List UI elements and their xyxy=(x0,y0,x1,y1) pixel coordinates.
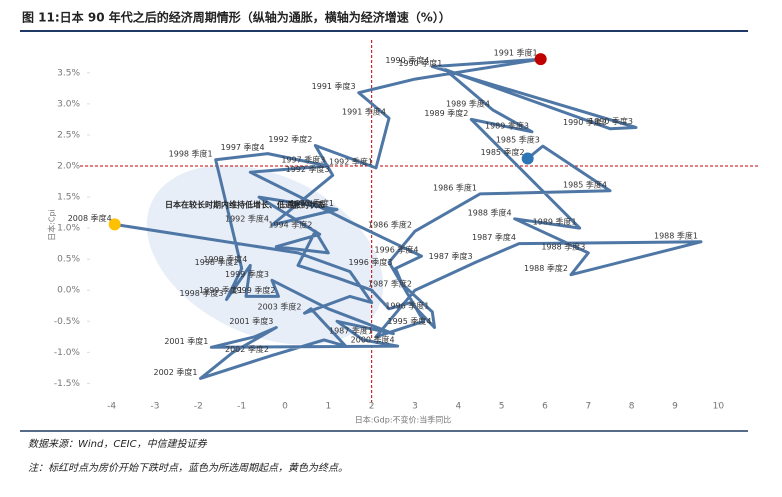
x-tick-label: -3 xyxy=(151,402,160,412)
y-tick-label: -0.5% xyxy=(54,317,81,327)
point-label: 1987 季度2 xyxy=(368,279,412,289)
point-label: 1988 季度3 xyxy=(541,241,585,251)
note: 注：标红时点为房价开始下跌时点，蓝色为所选周期起点，黄色为终点。 xyxy=(28,462,348,474)
point-label: 1993 季度1 xyxy=(290,198,334,208)
y-tick-label: 2.5% xyxy=(57,130,80,140)
x-tick-label: 6 xyxy=(542,402,548,412)
y-tick-label: 2.0% xyxy=(57,162,80,172)
point-label: 1990 季度4 xyxy=(385,55,429,65)
point-label: 1989 季度4 xyxy=(446,99,490,109)
point-label: 2003 季度2 xyxy=(258,302,302,312)
point-label: 1998 季度4 xyxy=(203,254,247,264)
point-label: 2008 季度4 xyxy=(68,213,112,223)
point-label: 1988 季度4 xyxy=(468,207,512,217)
point-label: 2002 季度2 xyxy=(225,344,269,354)
point-label: 1992 季度3 xyxy=(286,164,330,174)
point-label: 1995 季度4 xyxy=(388,316,432,326)
point-label: 1988 季度1 xyxy=(654,230,698,240)
trajectory xyxy=(114,57,703,380)
point-label: 1990 季度3 xyxy=(589,116,633,126)
x-tick-label: 2 xyxy=(369,402,375,412)
point-label: 1996 季度1 xyxy=(385,300,429,310)
annotation: 日本在较长时期内维持低增长、低通胀的状态 xyxy=(165,200,325,210)
x-tick-label: 9 xyxy=(672,402,678,412)
point-label: 1992 季度1 xyxy=(329,156,373,166)
point-label: 1985 季度4 xyxy=(563,179,607,189)
x-tick-label: 1 xyxy=(325,402,331,412)
x-tick-label: 4 xyxy=(455,402,461,412)
point-label: 1990 季度1 xyxy=(398,58,442,68)
chart-title: 图 11:日本 90 年代之后的经济周期情形（纵轴为通胀，横轴为经济增速（%）） xyxy=(22,10,451,25)
y-tick-label: 1.0% xyxy=(57,224,80,234)
point-label: 2002 季度1 xyxy=(154,367,198,377)
y-tick-label: 3.5% xyxy=(57,68,80,78)
highlight-point xyxy=(521,152,534,165)
point-label: 1986 季度2 xyxy=(368,220,412,230)
point-label: 1991 季度3 xyxy=(312,81,356,91)
point-label: 1989 季度2 xyxy=(424,108,468,118)
point-label: 1985 季度3 xyxy=(496,135,540,145)
point-label: 1989 季度1 xyxy=(533,217,577,227)
plot: -1.5% -1.0% -0.5% 0.0% 0.5% 1.0% 1.5% 2.0% 2.5% 3… xyxy=(54,40,760,412)
y-tick-label: 3.0% xyxy=(57,99,80,109)
source: 数据来源：Wind，CEIC，中信建投证券 xyxy=(28,438,208,450)
highlight-point xyxy=(534,53,547,66)
x-tick-label: 3 xyxy=(412,402,418,412)
point-label: 1999 季度3 xyxy=(225,269,269,279)
point-label: 1985 季度2 xyxy=(481,147,525,157)
point-label: 1996 季度3 xyxy=(349,257,393,267)
point-label: 2001 季度3 xyxy=(229,316,273,326)
x-tick-label: -1 xyxy=(237,402,246,412)
point-label: 1987 季度1 xyxy=(329,325,373,335)
x-tick-label: -2 xyxy=(194,402,203,412)
y-tick-label: -1.5% xyxy=(54,379,81,389)
point-label: 1997 季度4 xyxy=(221,142,265,152)
highlight-point xyxy=(108,218,121,231)
point-label: 1999 季度2 xyxy=(232,285,276,295)
point-label: 1989 季度3 xyxy=(485,120,529,130)
y-tick-label: 1.5% xyxy=(57,193,80,203)
point-label: 1998 季度3 xyxy=(180,288,224,298)
point-label: 1994 季度2 xyxy=(268,220,312,230)
point-label: 1988 季度2 xyxy=(524,263,568,273)
x-tick-label: 10 xyxy=(713,402,725,412)
y-tick-label: 0.5% xyxy=(57,255,80,265)
point-label: 1987 季度3 xyxy=(429,251,473,261)
point-label: 1991 季度1 xyxy=(494,48,538,58)
x-tick-label: 5 xyxy=(499,402,505,412)
point-label: 1990 季度2 xyxy=(563,117,607,127)
point-label: 2000 季度4 xyxy=(351,335,395,345)
point-label: 1998 季度1 xyxy=(169,148,213,158)
point-label: 1997 季度3 xyxy=(281,155,325,165)
y-tick-label: -1.0% xyxy=(54,348,81,358)
point-label: 2001 季度1 xyxy=(164,336,208,346)
y-axis-label: 日本:Cpi xyxy=(47,209,57,241)
x-tick-label: 8 xyxy=(629,402,635,412)
point-label: 1996 季度4 xyxy=(375,245,419,255)
point-label: 1986 季度1 xyxy=(433,182,477,192)
y-tick-label: 0.0% xyxy=(57,286,80,296)
point-label: 1987 季度4 xyxy=(472,232,516,242)
point-label: 1999 季度1 xyxy=(199,285,243,295)
point-label: 1998 季度2 xyxy=(195,257,239,267)
point-label: 1991 季度4 xyxy=(342,107,386,117)
point-label: 1992 季度2 xyxy=(268,134,312,144)
x-tick-label: -4 xyxy=(107,402,116,412)
x-tick-label: 0 xyxy=(282,402,288,412)
x-axis-label: 日本:Gdp:不变价:当季同比 xyxy=(355,415,451,425)
point-label: 1992 季度4 xyxy=(225,214,269,224)
x-tick-label: 7 xyxy=(585,402,591,412)
